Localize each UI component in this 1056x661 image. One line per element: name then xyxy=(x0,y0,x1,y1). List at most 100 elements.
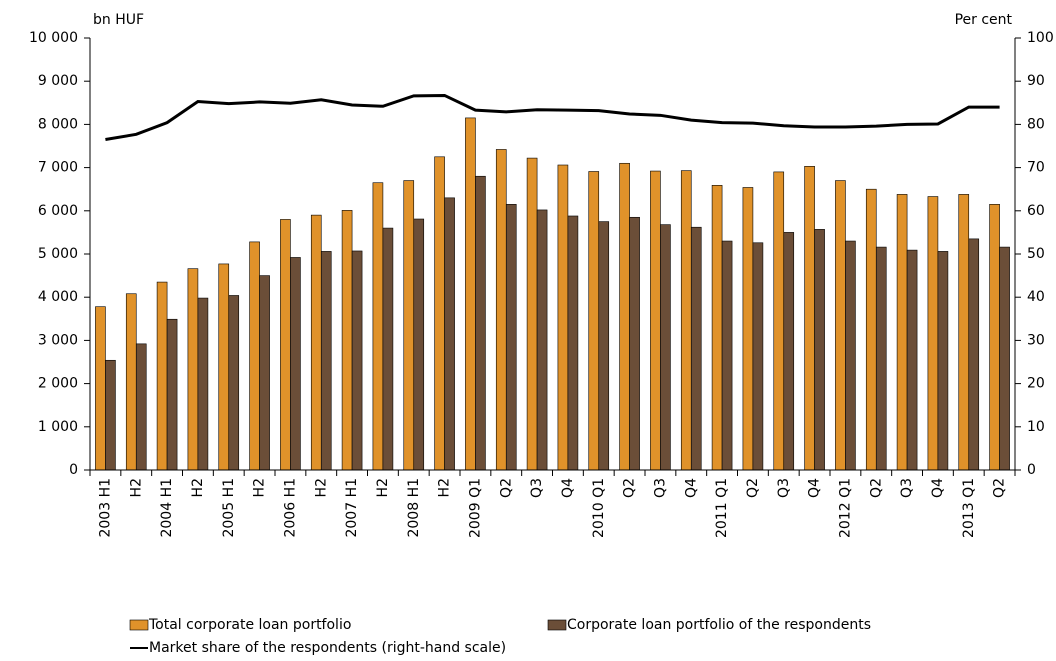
bar xyxy=(526,157,538,471)
y2-axis-title: Per cent xyxy=(955,12,1013,28)
bar xyxy=(752,242,764,471)
bar xyxy=(444,197,455,471)
bar xyxy=(249,241,260,471)
bar xyxy=(896,194,908,471)
line xyxy=(105,93,1000,141)
x-tick-label: H2 xyxy=(437,478,453,497)
bar xyxy=(937,251,949,471)
bar xyxy=(598,221,610,471)
y-tick-label: 0 xyxy=(69,462,78,478)
x-tick-label: 2004 H1 xyxy=(159,478,175,538)
bar xyxy=(320,251,332,471)
x-tick-label: 2012 Q1 xyxy=(837,478,853,538)
bar xyxy=(259,275,270,471)
x-tick-label: Q4 xyxy=(683,478,699,498)
x-tick-label: 2008 H1 xyxy=(406,478,422,538)
bar xyxy=(742,187,754,471)
y2-tick-label: 70 xyxy=(1027,160,1045,176)
bar xyxy=(875,246,887,471)
y2-tick-label: 90 xyxy=(1027,73,1045,89)
y-tick-label: 7 000 xyxy=(38,160,78,176)
bar xyxy=(403,180,415,471)
x-tick-label: Q3 xyxy=(529,478,545,498)
bar xyxy=(711,185,723,471)
bar xyxy=(999,246,1010,471)
x-tick-label: Q2 xyxy=(992,478,1008,498)
y2-tick-label: 20 xyxy=(1027,376,1045,392)
bar xyxy=(125,293,137,471)
y-tick-label: 5 000 xyxy=(38,246,78,262)
bar xyxy=(135,343,147,471)
bar xyxy=(835,180,846,471)
x-tick-label: 2010 Q1 xyxy=(591,478,607,538)
legend-label: Corporate loan portfolio of the responde… xyxy=(567,617,871,633)
legend-swatch xyxy=(129,619,149,631)
bar xyxy=(341,210,353,471)
bar xyxy=(845,240,856,471)
x-tick-label: 2009 Q1 xyxy=(467,478,483,538)
bar xyxy=(680,170,692,471)
bar xyxy=(187,268,199,471)
y2-tick-label: 10 xyxy=(1027,419,1045,435)
y2-tick-label: 50 xyxy=(1027,246,1045,262)
x-tick-label: 2007 H1 xyxy=(344,478,360,538)
bar xyxy=(351,250,363,471)
bar xyxy=(197,297,209,471)
y2-tick-label: 0 xyxy=(1027,462,1036,478)
bar xyxy=(865,188,877,471)
bar xyxy=(814,229,825,471)
y2-tick-label: 40 xyxy=(1027,289,1045,305)
y2-tick-label: 80 xyxy=(1027,116,1045,132)
y-axis-title: bn HUF xyxy=(93,12,144,28)
bar xyxy=(989,204,1000,471)
x-tick-label: 2003 H1 xyxy=(97,478,113,538)
bar xyxy=(783,232,795,471)
bar xyxy=(156,281,168,471)
bar xyxy=(434,156,445,471)
y-tick-label: 6 000 xyxy=(38,203,78,219)
x-tick-label: 2006 H1 xyxy=(282,478,298,538)
bar xyxy=(906,249,918,471)
x-tick-label: Q2 xyxy=(745,478,761,498)
bar xyxy=(218,263,230,471)
bar xyxy=(105,359,116,471)
bar xyxy=(690,226,702,471)
bar xyxy=(290,257,301,471)
y-tick-label: 9 000 xyxy=(38,73,78,89)
bar xyxy=(465,117,476,471)
bar xyxy=(382,227,394,471)
y-tick-label: 2 000 xyxy=(38,376,78,392)
x-tick-label: 2005 H1 xyxy=(221,478,237,538)
x-tick-label: Q3 xyxy=(899,478,915,498)
bar xyxy=(372,182,384,471)
bar xyxy=(310,214,322,471)
x-tick-label: H2 xyxy=(128,478,144,497)
x-tick-label: Q4 xyxy=(560,478,576,498)
x-tick-label: H2 xyxy=(190,478,206,497)
bar xyxy=(650,170,661,471)
x-tick-label: 2011 Q1 xyxy=(714,478,730,538)
y-tick-label: 8 000 xyxy=(38,116,78,132)
y2-tick-label: 60 xyxy=(1027,203,1045,219)
bar xyxy=(927,196,939,471)
x-tick-label: H2 xyxy=(252,478,268,497)
bar xyxy=(660,224,671,471)
y2-tick-label: 100 xyxy=(1027,30,1054,46)
y2-tick-label: 30 xyxy=(1027,332,1045,348)
bar xyxy=(958,194,970,471)
bar xyxy=(557,164,569,471)
bar xyxy=(619,162,630,471)
bar xyxy=(968,238,980,471)
x-tick-label: Q4 xyxy=(930,478,946,498)
bar xyxy=(280,219,291,471)
bar xyxy=(505,204,517,471)
x-tick-label: Q3 xyxy=(652,478,668,498)
x-tick-label: Q2 xyxy=(498,478,514,498)
bar xyxy=(804,166,815,471)
bar xyxy=(475,175,486,471)
x-tick-label: 2013 Q1 xyxy=(961,478,977,538)
bar xyxy=(228,295,240,471)
y-tick-label: 3 000 xyxy=(38,332,78,348)
x-tick-label: H2 xyxy=(375,478,391,497)
